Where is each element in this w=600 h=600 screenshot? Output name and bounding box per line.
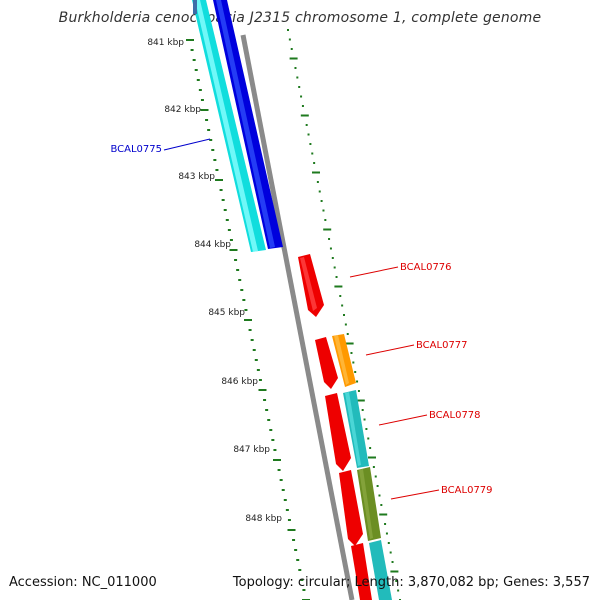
gene-label-bcal0777[interactable]: BCAL0777: [416, 340, 468, 351]
accession-text: Accession: NC_011000: [9, 575, 157, 590]
tick-label-843: 843 kbp: [178, 172, 215, 182]
ruler-dots: [186, 39, 310, 600]
cds-bcal0779[interactable]: [339, 470, 363, 546]
cds-bcal0778[interactable]: [325, 393, 351, 471]
tick-label-841: 841 kbp: [147, 38, 184, 48]
tick-label-847: 847 kbp: [233, 445, 270, 455]
genome-summary-text: Topology: circular; Length: 3,870,082 bp…: [232, 575, 590, 590]
teal-feature-next[interactable]: [369, 540, 392, 600]
tick-label-846: 846 kbp: [221, 377, 258, 387]
leader-bcal0779: [390, 489, 440, 500]
gene-label-bcal0775[interactable]: BCAL0775: [110, 144, 162, 155]
gene-label-bcal0779[interactable]: BCAL0779: [441, 485, 493, 496]
tick-label-848: 848 kbp: [245, 514, 282, 524]
tick-label-845: 845 kbp: [208, 308, 245, 318]
leader-bcal0777: [365, 344, 415, 356]
cds-next[interactable]: [351, 543, 372, 600]
leader-bcal0778: [378, 414, 428, 426]
leader-bcal0775: [163, 138, 211, 151]
cds-bcal0777[interactable]: [315, 337, 338, 389]
map-title: Burkholderia cenocepacia J2315 chromosom…: [58, 10, 542, 26]
backbone-line: [240, 34, 355, 600]
teal-feature-highlight: [345, 392, 361, 466]
inner-dots: [287, 29, 401, 600]
olive-feature-highlight: [359, 469, 373, 539]
gene-label-bcal0778[interactable]: BCAL0778: [429, 410, 481, 421]
cyan-feature-highlight: [195, 0, 258, 252]
tick-label-842: 842 kbp: [164, 105, 201, 115]
cds-bcal0776-highlight: [300, 257, 317, 311]
blue-feature-highlight: [216, 0, 275, 248]
gene-label-bcal0776[interactable]: BCAL0776: [400, 262, 452, 273]
tick-label-844: 844 kbp: [194, 240, 231, 250]
cyan-feature-edge: [193, 0, 197, 14]
orange-feature-highlight: [334, 335, 349, 385]
leader-bcal0776: [349, 266, 399, 278]
